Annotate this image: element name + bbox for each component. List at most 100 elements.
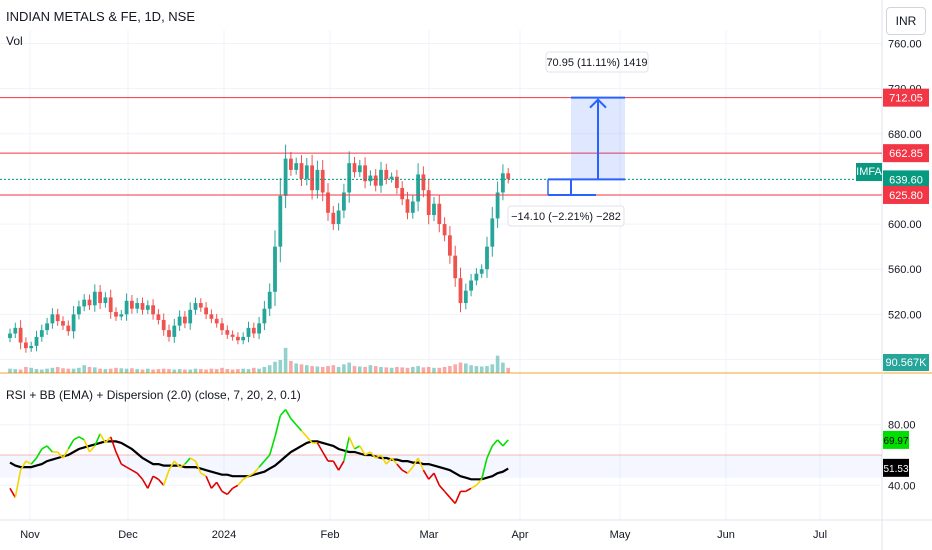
candle-body[interactable]: [331, 212, 336, 225]
candle-body[interactable]: [501, 173, 505, 193]
candle-body[interactable]: [320, 169, 325, 193]
candle-body[interactable]: [140, 303, 145, 310]
candle-body[interactable]: [342, 192, 346, 211]
candle-body[interactable]: [209, 314, 214, 319]
candle-body[interactable]: [87, 299, 92, 306]
candle-body[interactable]: [241, 336, 246, 341]
candle-body[interactable]: [13, 327, 18, 334]
candle-body[interactable]: [188, 309, 193, 324]
candle-body[interactable]: [421, 174, 426, 191]
candle-body[interactable]: [389, 176, 394, 179]
candle-body[interactable]: [108, 297, 113, 313]
candle-body[interactable]: [135, 303, 140, 309]
candle-body[interactable]: [214, 318, 219, 324]
candle-body[interactable]: [77, 306, 81, 315]
candle-body[interactable]: [352, 163, 357, 173]
candle-body[interactable]: [103, 297, 108, 304]
candle-body[interactable]: [151, 305, 155, 315]
candlesticks[interactable]: [8, 144, 511, 353]
candle-body[interactable]: [172, 325, 177, 337]
candle-body[interactable]: [273, 246, 277, 292]
candle-body[interactable]: [50, 314, 55, 324]
horizontal-lines[interactable]: [0, 97, 882, 196]
candle-body[interactable]: [39, 330, 44, 337]
candle-body[interactable]: [304, 165, 309, 179]
candle-body[interactable]: [426, 190, 431, 216]
candle-body[interactable]: [145, 305, 150, 310]
candle-body[interactable]: [474, 273, 479, 281]
candle-body[interactable]: [432, 203, 436, 216]
candle-body[interactable]: [490, 218, 495, 247]
candle-body[interactable]: [400, 187, 405, 200]
candle-body[interactable]: [225, 330, 230, 335]
candle-body[interactable]: [357, 165, 362, 173]
candle-body[interactable]: [405, 199, 410, 213]
candle-body[interactable]: [204, 307, 208, 315]
candle-body[interactable]: [220, 323, 224, 331]
candle-body[interactable]: [458, 278, 463, 304]
candle-body[interactable]: [92, 291, 97, 306]
candle-body[interactable]: [479, 269, 484, 274]
candle-body[interactable]: [114, 312, 118, 317]
candle-body[interactable]: [167, 330, 171, 337]
candle-body[interactable]: [198, 303, 203, 308]
candle-body[interactable]: [453, 255, 458, 279]
candle-body[interactable]: [289, 158, 293, 170]
currency-button[interactable]: INR: [886, 7, 926, 35]
candle-body[interactable]: [448, 235, 452, 256]
candle-body[interactable]: [379, 169, 383, 186]
candle-body[interactable]: [310, 165, 314, 191]
candle-body[interactable]: [294, 163, 299, 170]
candle-body[interactable]: [257, 323, 261, 334]
candle-body[interactable]: [24, 342, 28, 349]
candle-body[interactable]: [161, 319, 166, 331]
candle-body[interactable]: [8, 333, 12, 339]
candle-body[interactable]: [315, 169, 320, 191]
candle-body[interactable]: [463, 290, 468, 304]
candle-body[interactable]: [18, 327, 23, 343]
candle-body[interactable]: [363, 165, 367, 182]
candle-body[interactable]: [66, 325, 71, 332]
candle-body[interactable]: [495, 192, 500, 219]
candle-body[interactable]: [251, 327, 256, 334]
candle-body[interactable]: [61, 321, 65, 326]
candle-body[interactable]: [193, 303, 198, 310]
candle-body[interactable]: [177, 316, 182, 326]
candle-body[interactable]: [336, 210, 341, 225]
candle-body[interactable]: [347, 163, 352, 193]
candle-body[interactable]: [384, 169, 389, 179]
candle-body[interactable]: [368, 175, 373, 182]
candle-body[interactable]: [395, 176, 399, 188]
candle-body[interactable]: [34, 336, 39, 346]
candle-body[interactable]: [230, 334, 235, 337]
candle-body[interactable]: [130, 300, 134, 309]
candle-body[interactable]: [283, 158, 288, 196]
measure-tool[interactable]: 70.95 (11.11%) 1419 −14.10 (−2.21%) −282: [507, 51, 649, 227]
candle-body[interactable]: [278, 195, 283, 247]
candle-body[interactable]: [71, 314, 76, 332]
candle-body[interactable]: [29, 345, 34, 349]
candle-body[interactable]: [485, 246, 489, 270]
candle-body[interactable]: [262, 308, 267, 324]
candle-body[interactable]: [469, 280, 473, 291]
candle-body[interactable]: [119, 314, 124, 317]
candle-body[interactable]: [55, 314, 60, 322]
candle-body[interactable]: [246, 327, 251, 337]
candle-body[interactable]: [373, 175, 378, 186]
candle-body[interactable]: [45, 323, 49, 331]
candle-body[interactable]: [82, 299, 87, 307]
candle-body[interactable]: [98, 291, 102, 304]
candle-body[interactable]: [156, 314, 161, 320]
candle-body[interactable]: [299, 163, 304, 179]
candle-body[interactable]: [506, 173, 511, 179]
candle-body[interactable]: [437, 203, 442, 225]
candle-body[interactable]: [410, 201, 415, 213]
candle-body[interactable]: [267, 291, 272, 309]
candle-body[interactable]: [416, 174, 420, 202]
candle-body[interactable]: [124, 300, 129, 315]
candle-body[interactable]: [442, 224, 447, 236]
candle-body[interactable]: [326, 192, 330, 213]
candle-body[interactable]: [236, 336, 240, 341]
candle-body[interactable]: [183, 316, 187, 324]
